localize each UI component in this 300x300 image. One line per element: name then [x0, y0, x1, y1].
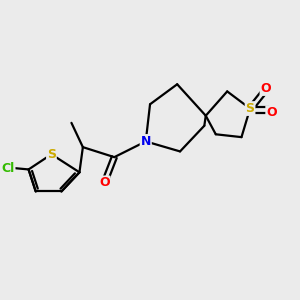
Text: O: O [266, 106, 277, 119]
Text: O: O [260, 82, 271, 95]
Text: S: S [246, 102, 255, 115]
Text: O: O [99, 176, 110, 189]
Text: Cl: Cl [2, 161, 15, 175]
Text: S: S [47, 148, 56, 161]
Text: N: N [141, 135, 151, 148]
